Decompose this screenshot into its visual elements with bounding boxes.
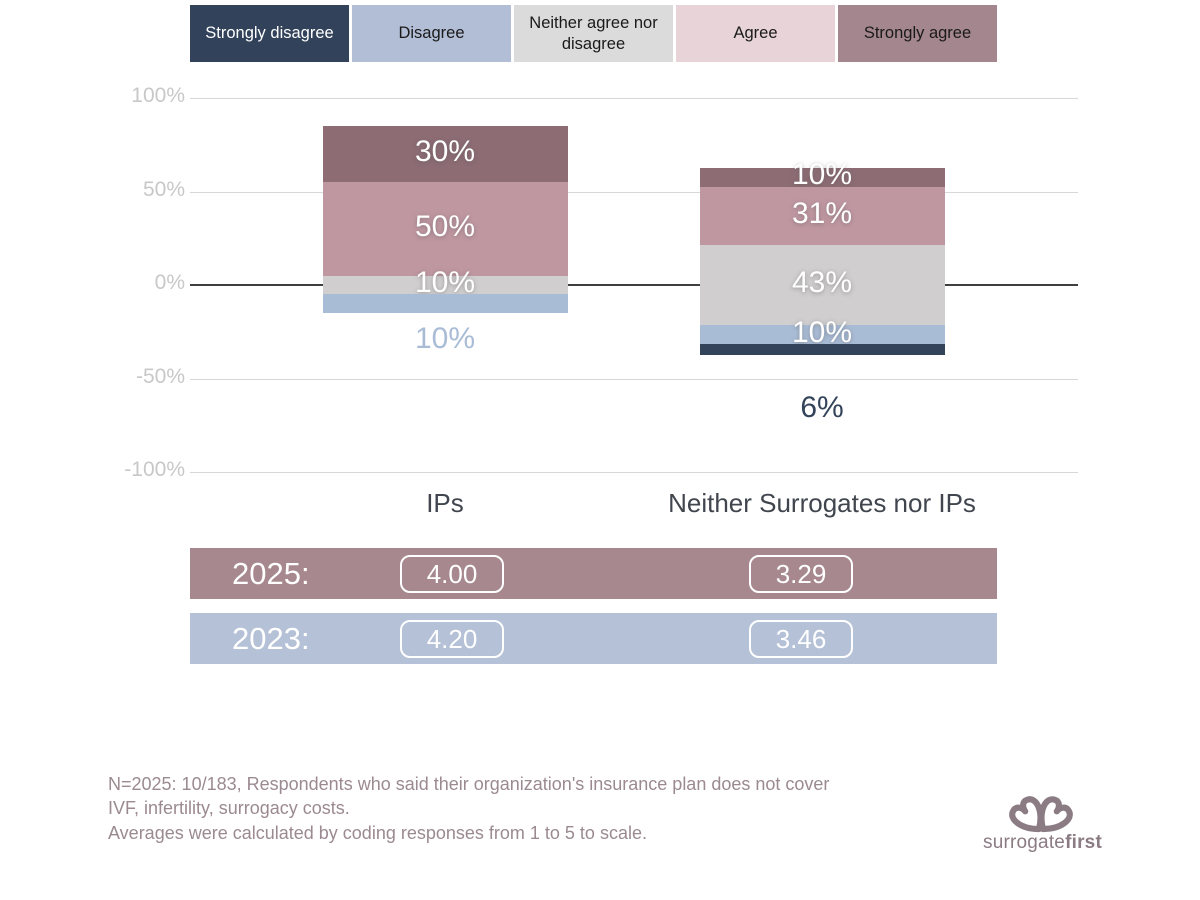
segment-label: 10% bbox=[791, 315, 853, 349]
average-row-2025: 2025: 4.00 3.29 bbox=[190, 548, 997, 599]
gridline bbox=[190, 98, 1078, 99]
category-label-ips: IPs bbox=[426, 488, 464, 518]
bar-segment-agree bbox=[322, 182, 568, 276]
gridline bbox=[190, 191, 1078, 193]
y-tick-label: 50% bbox=[142, 177, 185, 201]
legend: Strongly disagree Disagree Neither agree… bbox=[190, 5, 997, 62]
average-value-2023-neither: 3.46 bbox=[749, 620, 853, 658]
average-value-2025-ips: 4.00 bbox=[400, 555, 504, 593]
bar-segment-strongly_disagree bbox=[699, 343, 945, 356]
bar-segment-agree bbox=[699, 186, 945, 245]
logo-text-regular: surrogate bbox=[983, 832, 1066, 853]
average-value-2023-ips: 4.20 bbox=[400, 620, 504, 658]
logo-text-bold: first bbox=[1065, 832, 1102, 853]
bar-segment-neither bbox=[322, 275, 568, 295]
segment-label: 43% bbox=[791, 266, 853, 299]
average-row-2023: 2023: 4.20 3.46 bbox=[190, 613, 997, 664]
y-tick-label: -100% bbox=[124, 458, 185, 481]
legend-item-strongly-disagree: Strongly disagree bbox=[190, 5, 349, 62]
bar-segment-neither bbox=[699, 244, 945, 326]
butterfly-icon bbox=[1009, 796, 1073, 833]
bar-segment-strongly_agree bbox=[322, 126, 568, 183]
bar-segment-strongly_agree bbox=[699, 168, 945, 187]
average-value-2025-neither: 3.29 bbox=[749, 555, 853, 593]
gridline bbox=[190, 378, 1078, 380]
legend-item-disagree: Disagree bbox=[352, 5, 511, 62]
segment-label: 10% bbox=[414, 266, 476, 299]
y-tick-label: 100% bbox=[131, 84, 185, 107]
year-label-2023: 2023: bbox=[232, 621, 310, 656]
segment-label: 30% bbox=[414, 135, 476, 169]
category-label-neither: Neither Surrogates nor IPs bbox=[668, 488, 976, 518]
footnote: N=2025: 10/183, Respondents who said the… bbox=[108, 772, 1028, 845]
y-tick-label: -50% bbox=[135, 364, 185, 388]
footnote-line: N=2025: 10/183, Respondents who said the… bbox=[108, 774, 830, 794]
gridline bbox=[190, 472, 1078, 473]
segment-label: 31% bbox=[791, 196, 853, 230]
legend-item-agree: Agree bbox=[676, 5, 835, 62]
year-label-2025: 2025: bbox=[232, 556, 310, 591]
logo-text: surrogatefirst bbox=[983, 832, 1102, 854]
segment-label: 10% bbox=[791, 158, 853, 192]
segment-label: 50% bbox=[414, 209, 476, 243]
legend-item-neither: Neither agree nor disagree bbox=[514, 5, 673, 62]
bar-segment-disagree bbox=[322, 294, 568, 314]
footnote-line: IVF, infertility, surrogacy costs. bbox=[108, 798, 350, 819]
bar-segment-disagree bbox=[699, 325, 945, 344]
logo: surrogatefirst bbox=[983, 782, 1102, 854]
zero-gridline bbox=[190, 284, 1078, 286]
bar-below-label: 10% bbox=[414, 322, 476, 356]
footnote-line: Averages were calculated by coding respo… bbox=[108, 822, 647, 843]
y-tick-label: 0% bbox=[154, 271, 185, 294]
bar-below-label: 6% bbox=[800, 391, 844, 425]
legend-item-strongly-agree: Strongly agree bbox=[838, 5, 997, 62]
